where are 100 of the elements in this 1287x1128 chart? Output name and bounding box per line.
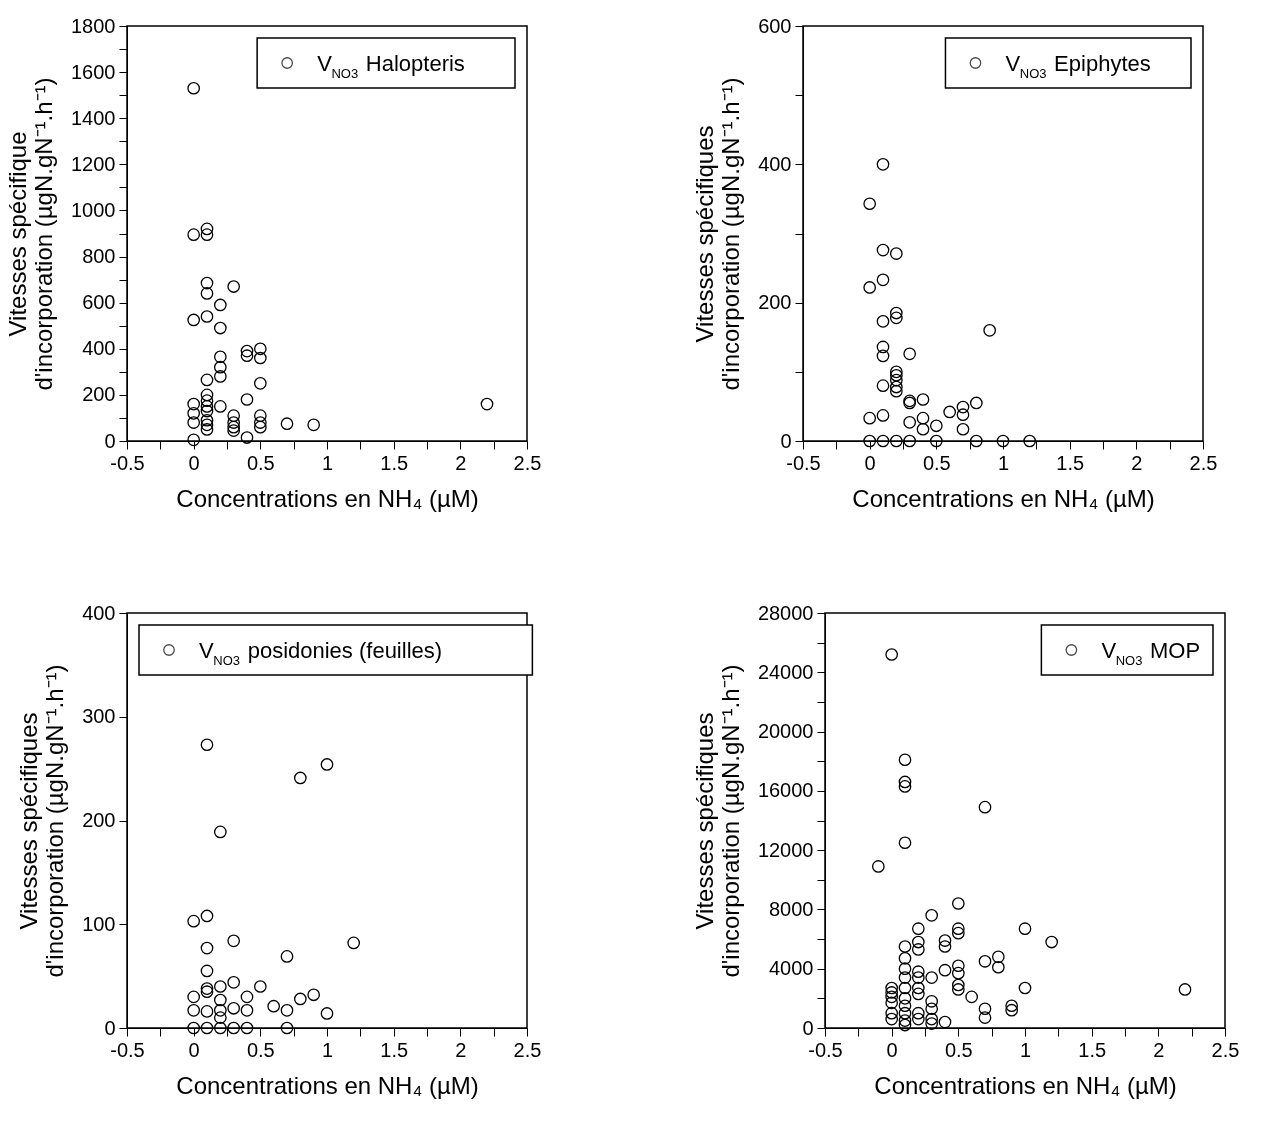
- point: [969, 434, 983, 448]
- x-axis-title: Concentrations en NH₄ (µM): [852, 484, 1155, 512]
- point: [889, 384, 903, 398]
- point: [956, 422, 970, 436]
- y-tick-label: 200: [82, 383, 116, 406]
- point: [916, 422, 930, 436]
- point: [227, 416, 241, 429]
- point: [240, 1021, 254, 1035]
- text: Vitesses spécifiques: [690, 712, 718, 930]
- point: [1023, 434, 1037, 448]
- x-tick-label: 0: [188, 1038, 200, 1061]
- text: d'incorporation (µgN.gN⁻¹.h⁻¹): [717, 77, 745, 391]
- point: [187, 416, 201, 429]
- point: [227, 1001, 241, 1015]
- x-tick-label: 2.5: [513, 1038, 542, 1061]
- x-tick-label: 1.5: [380, 451, 409, 474]
- point: [240, 431, 254, 444]
- point: [200, 909, 214, 923]
- y-tick-label: 12000: [757, 838, 814, 861]
- point: [227, 424, 241, 437]
- y-tick-label: 0: [802, 1016, 814, 1039]
- point: [293, 992, 307, 1006]
- y-tick-label: 1200: [71, 152, 116, 175]
- y-tick-label: 200: [82, 809, 116, 831]
- x-tick-label: 2: [455, 451, 467, 474]
- y-tick-label: 200: [758, 291, 792, 314]
- point: [200, 423, 214, 436]
- x-axis-title: Concentrations en NH₄ (µM): [874, 1071, 1177, 1099]
- point: [320, 758, 334, 771]
- point: [267, 999, 281, 1013]
- point: [929, 434, 943, 448]
- point: [876, 340, 890, 354]
- point: [227, 409, 241, 422]
- text: d'incorporation (µgN.gN⁻¹.h⁻¹): [30, 77, 58, 391]
- point: [253, 420, 267, 434]
- point: [213, 370, 227, 383]
- point: [240, 393, 254, 406]
- point: [956, 408, 970, 422]
- point: [863, 411, 877, 425]
- text: Vitesses spécifique: [4, 131, 32, 337]
- point: [347, 936, 361, 950]
- point: [863, 281, 877, 294]
- y-tick-label: 20000: [757, 720, 814, 743]
- point: [200, 228, 214, 241]
- x-tick-label: 1: [321, 1038, 334, 1061]
- point: [200, 418, 214, 432]
- point: [876, 273, 890, 287]
- x-tick-label: 0.5: [246, 451, 275, 474]
- point: [916, 411, 930, 425]
- point: [200, 276, 214, 290]
- point: [187, 228, 201, 241]
- point: [200, 982, 214, 995]
- point: [889, 434, 903, 448]
- y-tick-label: 24000: [757, 660, 814, 683]
- point: [213, 350, 227, 364]
- text: d'incorporation (µgN.gN⁻¹.h⁻¹): [41, 664, 69, 978]
- point: [187, 1021, 201, 1035]
- point: [253, 377, 267, 390]
- y-tick-label: 28000: [757, 601, 814, 624]
- x-tick-label: 1: [997, 451, 1010, 474]
- point: [200, 388, 214, 402]
- point: [227, 976, 241, 989]
- point: [200, 222, 214, 236]
- point: [200, 1021, 214, 1035]
- point: [969, 396, 983, 410]
- y-tick-label: 1800: [71, 14, 116, 37]
- point: [200, 1005, 214, 1018]
- point: [213, 360, 227, 374]
- x-tick-label: 2.5: [1211, 1038, 1240, 1061]
- point: [876, 379, 890, 393]
- point: [200, 941, 214, 955]
- point: [280, 1004, 294, 1017]
- x-tick-label: 0: [188, 451, 200, 474]
- y-tick-label: 400: [82, 337, 116, 360]
- point: [200, 394, 214, 407]
- y-tick-label: 8000: [769, 897, 814, 920]
- y-tick-label: 1600: [71, 60, 116, 83]
- x-tick-label: 0: [886, 1038, 898, 1061]
- point: [889, 306, 903, 320]
- point: [903, 415, 917, 429]
- y-tick-label: 0: [104, 1016, 116, 1039]
- point: [200, 287, 214, 300]
- point: [213, 400, 227, 413]
- x-tick-label: -0.5: [110, 451, 145, 474]
- point: [213, 980, 227, 993]
- x-tick-label: -0.5: [808, 1038, 843, 1061]
- point: [200, 413, 214, 427]
- y-tick-label: 1400: [71, 106, 116, 129]
- x-tick-label: 1.5: [1078, 1038, 1107, 1061]
- point: [320, 1007, 334, 1020]
- point: [200, 964, 214, 978]
- point: [876, 243, 890, 257]
- point: [200, 310, 214, 323]
- y-tick-label: 400: [82, 601, 116, 624]
- point: [996, 434, 1010, 448]
- point: [227, 280, 241, 293]
- text: Vitesses spécifiques: [691, 125, 719, 343]
- point: [253, 416, 267, 429]
- point: [889, 373, 903, 387]
- point: [253, 351, 267, 365]
